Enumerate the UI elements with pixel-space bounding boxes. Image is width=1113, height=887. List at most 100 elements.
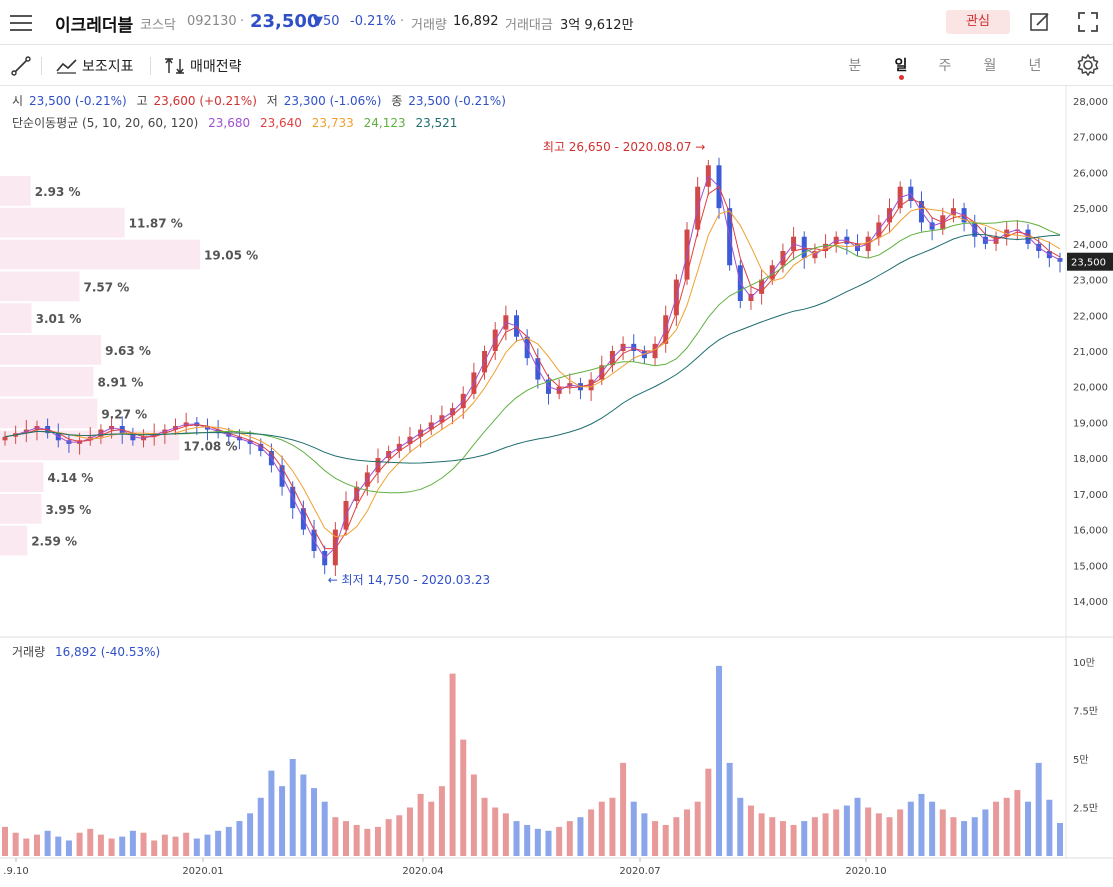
toolbar-divider bbox=[150, 57, 151, 75]
volume-profile-bar bbox=[0, 207, 125, 238]
draw-line-icon[interactable] bbox=[11, 56, 31, 76]
volume-bar bbox=[1025, 801, 1032, 856]
stock-name: 이크레더블 bbox=[55, 16, 134, 36]
settings-gear-icon[interactable] bbox=[1076, 53, 1100, 77]
volume-value: 16,892 bbox=[453, 14, 499, 29]
volume-profile-bar bbox=[0, 462, 44, 492]
fullscreen-icon[interactable] bbox=[1077, 11, 1099, 33]
volume-bar bbox=[843, 805, 850, 856]
volume-bar bbox=[961, 821, 968, 856]
price-axis-label: 18,000 bbox=[1073, 454, 1108, 465]
volume-bar bbox=[556, 826, 563, 856]
volume-profile-label: 2.93 % bbox=[35, 185, 81, 199]
volume-bar bbox=[257, 797, 264, 856]
volume-bar bbox=[225, 826, 232, 856]
strategy-button[interactable]: 매매전략 bbox=[164, 56, 242, 76]
volume-bar bbox=[939, 809, 946, 856]
volume-bar bbox=[982, 809, 989, 856]
volume-bar bbox=[76, 832, 83, 856]
period-month[interactable]: 월 bbox=[983, 58, 997, 74]
volume-axis-label: 10만 bbox=[1073, 657, 1095, 669]
current-price: 23,500 bbox=[250, 11, 320, 32]
volume-bar bbox=[1057, 823, 1063, 856]
volume-bar bbox=[620, 762, 627, 856]
volume-bar bbox=[428, 801, 435, 856]
price-axis-label: 27,000 bbox=[1073, 133, 1108, 144]
moving-average-line bbox=[4, 207, 1061, 538]
volume-profile-label: 3.95 % bbox=[45, 503, 91, 517]
volume-profile-bar bbox=[0, 239, 201, 270]
candle-body bbox=[1014, 229, 1020, 232]
volume-bar bbox=[598, 801, 605, 856]
volume-bar bbox=[140, 832, 147, 856]
volume-bar bbox=[534, 828, 541, 856]
price-axis-label: 16,000 bbox=[1073, 526, 1108, 537]
volume-bar bbox=[588, 809, 595, 856]
volume-bar bbox=[524, 824, 531, 856]
volume-axis-label: 5만 bbox=[1073, 754, 1089, 766]
volume-bar bbox=[726, 762, 733, 856]
volume-bar bbox=[779, 821, 786, 856]
price-axis-label: 28,000 bbox=[1073, 97, 1108, 108]
stock-chart[interactable]: 28,000 27,000 26,000 25,000 24,000 23,000 22,0… bbox=[0, 86, 1113, 887]
volume-bar bbox=[897, 809, 904, 856]
volume-bar bbox=[470, 774, 477, 856]
volume-bar bbox=[12, 832, 19, 856]
volume-bar bbox=[790, 824, 797, 856]
volume-bar bbox=[705, 768, 712, 856]
volume-bar bbox=[119, 836, 126, 856]
period-year[interactable]: 년 bbox=[1028, 58, 1042, 74]
volume-label: 거래량 bbox=[411, 18, 447, 33]
volume-bar bbox=[609, 797, 616, 856]
volume-bar bbox=[321, 801, 328, 856]
period-week[interactable]: 주 bbox=[938, 58, 952, 74]
volume-bar bbox=[23, 838, 30, 856]
volume-bar bbox=[236, 821, 243, 856]
indicator-label: 보조지표 bbox=[82, 59, 134, 75]
volume-profile-label: 9.63 % bbox=[105, 344, 151, 358]
volume-bar bbox=[33, 834, 40, 856]
volume-bar bbox=[673, 817, 680, 856]
volume-profile-bar bbox=[0, 303, 32, 333]
volume-bar bbox=[44, 830, 51, 856]
volume-bar bbox=[811, 817, 818, 856]
x-axis-label: 2020.01 bbox=[182, 866, 223, 877]
volume-bar bbox=[502, 813, 509, 856]
volume-bar bbox=[929, 801, 936, 856]
active-period-indicator bbox=[899, 75, 904, 80]
volume-bar bbox=[1035, 762, 1042, 856]
volume-bar bbox=[247, 813, 254, 856]
volume-bar bbox=[311, 788, 318, 856]
strategy-label: 매매전략 bbox=[190, 59, 242, 75]
volume-bar bbox=[918, 793, 925, 856]
moving-average-line bbox=[4, 233, 1061, 464]
low-value: 23,300 (-1.06%) bbox=[283, 94, 382, 108]
period-day[interactable]: 일 bbox=[894, 58, 908, 74]
volume-profile-bar bbox=[0, 398, 98, 429]
close-value: 23,500 (-0.21%) bbox=[408, 94, 506, 108]
volume-bar bbox=[406, 807, 413, 856]
edit-icon[interactable] bbox=[1029, 11, 1051, 33]
favorite-button[interactable]: 관심 bbox=[946, 10, 1010, 34]
indicator-button[interactable]: 보조지표 bbox=[56, 56, 134, 76]
ohlc-legend: 시 23,500 (-0.21%) 고 23,600 (+0.21%) 저 23,30… bbox=[12, 92, 512, 109]
price-change: ▼50 bbox=[313, 14, 340, 29]
volume-bar bbox=[204, 834, 211, 856]
period-minute[interactable]: 분 bbox=[848, 58, 862, 74]
separator-dot: · bbox=[240, 14, 245, 29]
volume-bar bbox=[289, 759, 296, 856]
volume-bar bbox=[183, 832, 190, 856]
volume-bar bbox=[2, 826, 8, 856]
volume-bar bbox=[758, 813, 765, 856]
current-price-tag bbox=[1067, 252, 1113, 271]
volume-bar bbox=[343, 821, 350, 856]
menu-icon[interactable] bbox=[10, 12, 32, 32]
volume-bar bbox=[662, 824, 669, 856]
volume-bar bbox=[1014, 790, 1021, 856]
market-name: 코스닥 bbox=[140, 18, 176, 33]
price-axis-label: 21,000 bbox=[1073, 347, 1108, 358]
volume-legend-value: 16,892 (-40.53%) bbox=[54, 645, 161, 659]
volume-profile-label: 19.05 % bbox=[204, 249, 258, 263]
volume-profile-label: 4.14 % bbox=[47, 471, 93, 485]
volume-bar bbox=[97, 834, 104, 856]
